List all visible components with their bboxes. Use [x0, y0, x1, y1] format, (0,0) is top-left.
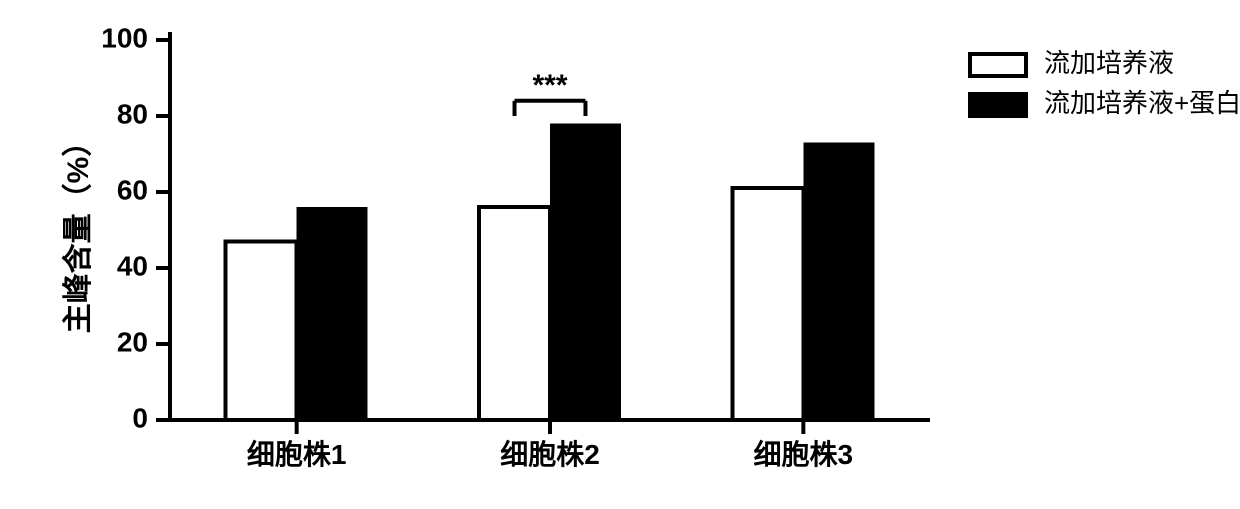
chart-bg — [40, 10, 1240, 500]
bar — [479, 207, 550, 420]
x-tick-label: 细胞株1 — [247, 438, 347, 470]
bar-chart: 0 20 40 60 80 100 主峰含量（%） 细胞株1 细胞株2 细胞株3 *** 流加培养液流… — [40, 10, 1240, 500]
bar — [803, 143, 874, 420]
legend-swatch — [970, 54, 1026, 76]
y-tick-label: 100 — [101, 22, 148, 53]
y-tick-label: 20 — [117, 326, 148, 357]
y-tick-label: 0 — [132, 402, 148, 433]
legend-label: 流加培养液 — [1044, 48, 1174, 78]
y-tick-label: 80 — [117, 98, 148, 129]
y-tick-label: 40 — [117, 250, 148, 281]
bar — [297, 207, 368, 420]
bar — [550, 124, 621, 420]
sig-label: *** — [532, 69, 567, 102]
y-tick-label: 60 — [117, 174, 148, 205]
bar — [732, 188, 803, 420]
bar — [226, 241, 297, 420]
chart-container: 0 20 40 60 80 100 主峰含量（%） 细胞株1 细胞株2 细胞株3 *** 流加培养液流… — [40, 10, 1240, 505]
legend-swatch — [970, 94, 1026, 116]
x-tick-label: 细胞株3 — [754, 438, 854, 470]
legend-label: 流加培养液+蛋白水解物 — [1044, 88, 1240, 118]
x-tick-label: 细胞株2 — [500, 438, 600, 470]
y-axis-label: 主峰含量（%） — [61, 127, 95, 334]
